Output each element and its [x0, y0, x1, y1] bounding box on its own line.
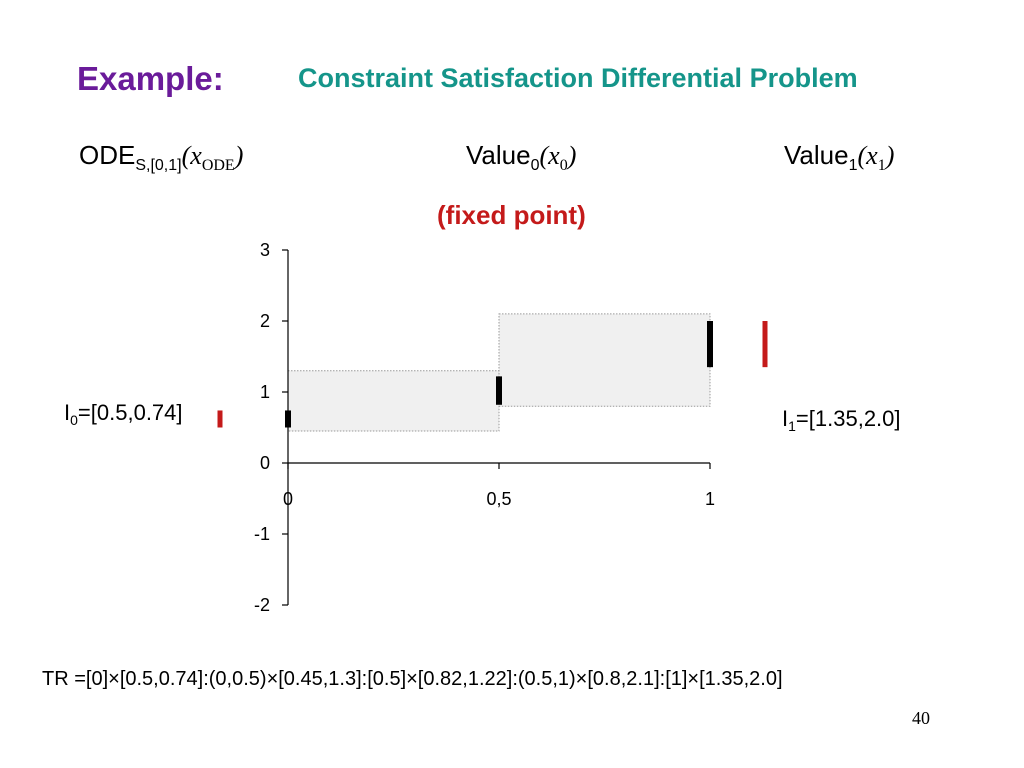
ode-var: x [190, 141, 202, 170]
i1-name: I [782, 406, 789, 431]
example-label: Example: [77, 60, 224, 97]
interval-bar-2 [707, 321, 713, 368]
interval-label-i0: I0=[0.5,0.74] [64, 400, 183, 428]
value0-paren-open: ( [539, 141, 549, 170]
i0-value: =[0.5,0.74] [77, 400, 183, 425]
value1-var: x [866, 141, 878, 170]
enclosure-box-1 [498, 313, 711, 407]
fixed-point-label: (fixed point) [437, 200, 586, 230]
enclosure-box-0 [287, 370, 500, 432]
value0-term: Value0(x0) [466, 140, 576, 175]
ode-term: ODES,[0,1](xODE) [79, 140, 243, 175]
i0-name: I [64, 400, 71, 425]
value1-paren-open: ( [857, 141, 867, 170]
x-tick-label: 0 [283, 489, 293, 509]
i1-subscript: 1 [788, 418, 796, 434]
value1-paren-close: ) [885, 141, 895, 170]
value0-var: x [548, 141, 560, 170]
interval-bar-0 [285, 410, 291, 428]
i0-subscript: 0 [70, 412, 78, 428]
red-interval-right [762, 321, 768, 368]
slide-title: Constraint Satisfaction Differential Pro… [298, 63, 858, 93]
y-tick-label: 1 [260, 382, 270, 402]
boxes-layer [287, 313, 711, 432]
ode-paren-open: ( [181, 141, 191, 170]
ode-var-sub: ODE [201, 157, 235, 174]
value0-subscript: 0 [530, 157, 540, 174]
ode-subscript: S,[0,1] [135, 157, 182, 174]
value0-var-sub: 0 [559, 157, 568, 174]
y-tick-label: -1 [254, 524, 270, 544]
value0-name: Value [466, 140, 531, 170]
ode-paren-close: ) [234, 141, 244, 170]
value0-paren-close: ) [567, 141, 577, 170]
value1-name: Value [784, 140, 849, 170]
page-number: 40 [912, 708, 930, 728]
value1-term: Value1(x1) [784, 140, 894, 175]
x-tick-label: 0,5 [486, 489, 511, 509]
x-tick-label: 1 [705, 489, 715, 509]
y-tick-label: 3 [260, 240, 270, 260]
i1-value: =[1.35,2.0] [795, 406, 901, 431]
ode-name: ODE [79, 140, 136, 170]
interval-marks-layer [217, 321, 768, 428]
value1-var-sub: 1 [877, 157, 886, 174]
red-interval-left [217, 410, 223, 428]
interval-label-i1: I1=[1.35,2.0] [782, 406, 901, 434]
interval-bar-1 [496, 376, 502, 405]
y-tick-label: -2 [254, 595, 270, 615]
tr-expression: TR =[0]×[0.5,0.74]:(0,0.5)×[0.45,1.3]:[0… [42, 668, 783, 690]
y-tick-label: 2 [260, 311, 270, 331]
value1-subscript: 1 [848, 157, 858, 174]
y-tick-label: 0 [260, 453, 270, 473]
